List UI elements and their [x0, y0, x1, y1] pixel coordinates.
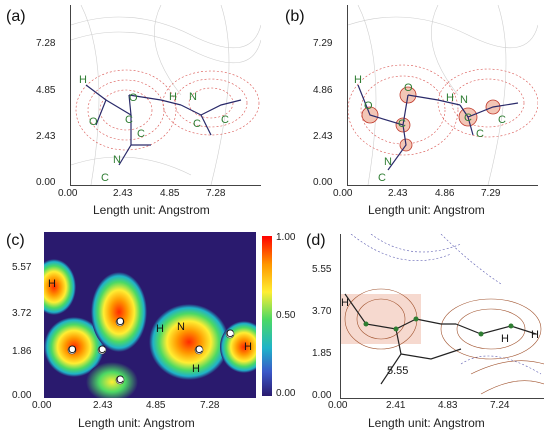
x-tick-d-0: 0.00 — [328, 400, 348, 411]
x-axis-label-d: Length unit: Angstrom — [368, 416, 485, 430]
atom-label: C — [398, 118, 406, 130]
atom-label: O — [116, 316, 125, 328]
atom-label: C — [378, 172, 386, 184]
panel-label-d: (d) — [306, 232, 326, 249]
x-tick-c-2: 4.85 — [146, 400, 166, 411]
y-tick-c-1: 1.86 — [12, 346, 32, 357]
atom-label: N — [113, 154, 121, 166]
atom-label: N — [384, 156, 392, 168]
y-tick-b-0: 0.00 — [313, 177, 333, 188]
atom-label: H — [501, 333, 509, 345]
x-tick-a-0: 0.00 — [58, 188, 78, 199]
x-axis-label-a: Length unit: Angstrom — [93, 203, 210, 217]
atom-label: H — [156, 323, 164, 335]
atom-label: O — [68, 344, 77, 356]
atom-label: C — [195, 344, 203, 356]
atom-label: C — [193, 118, 201, 130]
atom-label: N — [189, 91, 197, 103]
x-tick-b-1: 2.43 — [388, 188, 408, 199]
y-tick-a-2: 4.85 — [36, 85, 56, 96]
atom-label: H — [48, 278, 56, 290]
atom-label: H — [446, 92, 454, 104]
plot-a: H O O C H N C N C C C — [70, 5, 261, 186]
x-tick-d-3: 7.24 — [490, 400, 510, 411]
atom-label: H — [79, 74, 87, 86]
contour-map-a: H O O C H N C N C C C — [71, 5, 261, 185]
atom-label: H — [192, 363, 200, 375]
y-tick-d-1: 1.85 — [312, 348, 332, 359]
x-tick-b-0: 0.00 — [333, 188, 353, 199]
contour-annotation: 5.55 — [387, 365, 408, 377]
atom-label: C — [476, 128, 484, 140]
atom-label: C — [98, 344, 106, 356]
atom-label: C — [498, 114, 506, 126]
x-tick-b-3: 7.29 — [481, 188, 501, 199]
atom-label: H — [354, 74, 362, 86]
panel-b: (b) 7.29 4.86 2.43 0.00 — [275, 0, 545, 220]
laplacian-map: H H H 5.55 — [341, 234, 544, 395]
y-tick-d-2: 3.70 — [312, 306, 332, 317]
y-tick-d-3: 5.55 — [312, 264, 332, 275]
x-tick-c-0: 0.00 — [32, 400, 52, 411]
atom-label: O — [129, 92, 138, 104]
atom-label: C — [464, 112, 472, 124]
x-tick-c-1: 2.43 — [93, 400, 113, 411]
y-tick-c-0: 0.00 — [12, 390, 32, 401]
atom-label: O — [89, 116, 98, 128]
panel-c: (c) 5.57 3.72 1.86 0.00 — [0, 222, 300, 434]
y-tick-b-1: 2.43 — [313, 131, 333, 142]
y-tick-b-2: 4.86 — [313, 85, 333, 96]
atom-label: C — [116, 374, 124, 386]
y-tick-b-3: 7.29 — [313, 38, 333, 49]
atom-label: N — [460, 94, 468, 106]
panel-label-a: (a) — [6, 8, 26, 25]
colorbar-tick-min: 0.00 — [276, 388, 296, 399]
colorbar — [262, 236, 272, 396]
y-tick-c-3: 5.57 — [12, 262, 32, 273]
x-axis-label-c: Length unit: Angstrom — [78, 416, 195, 430]
atom-label: O — [364, 100, 373, 112]
atom-label: C — [221, 114, 229, 126]
atom-label: H — [244, 341, 252, 353]
atom-label: C — [101, 172, 109, 184]
elf-map: H O C O C H N C C H H — [44, 232, 256, 398]
x-tick-a-1: 2.43 — [113, 188, 133, 199]
panel-label-b: (b) — [285, 8, 305, 25]
atom-label: C — [125, 114, 133, 126]
atom-label: H — [531, 329, 539, 341]
atom-label: H — [169, 91, 177, 103]
colorbar-tick-mid: 0.50 — [276, 310, 296, 321]
y-tick-c-2: 3.72 — [12, 308, 32, 319]
y-tick-a-0: 0.00 — [36, 177, 56, 188]
atom-label: H — [341, 297, 349, 309]
y-tick-d-0: 0.00 — [312, 390, 332, 401]
y-tick-a-1: 2.43 — [36, 131, 56, 142]
colorbar-tick-max: 1.00 — [276, 232, 296, 243]
x-axis-label-b: Length unit: Angstrom — [368, 203, 485, 217]
y-tick-a-3: 7.28 — [36, 38, 56, 49]
plot-b: H O O C H N C C N C C — [347, 5, 538, 186]
x-tick-a-3: 7.28 — [206, 188, 226, 199]
elf-heatmap: H O C O C H N C C H H — [44, 259, 256, 398]
atom-label: N — [177, 321, 185, 333]
x-tick-d-1: 2.41 — [386, 400, 406, 411]
atom-label: C — [226, 328, 234, 340]
x-tick-a-2: 4.85 — [160, 188, 180, 199]
atom-label: O — [404, 82, 413, 94]
x-tick-b-2: 4.86 — [435, 188, 455, 199]
panel-d: (d) 5.55 3.70 1.85 0.00 — [300, 222, 550, 434]
x-tick-d-2: 4.83 — [438, 400, 458, 411]
panel-a: (a) 7.28 4.85 2.43 0.00 H O — [0, 0, 270, 220]
atom-label: C — [137, 128, 145, 140]
x-tick-c-3: 7.28 — [200, 400, 220, 411]
panel-label-c: (c) — [6, 232, 25, 249]
contour-map-b: H O O C H N C C N C C — [348, 5, 538, 185]
plot-d: H H H 5.55 — [340, 234, 544, 399]
